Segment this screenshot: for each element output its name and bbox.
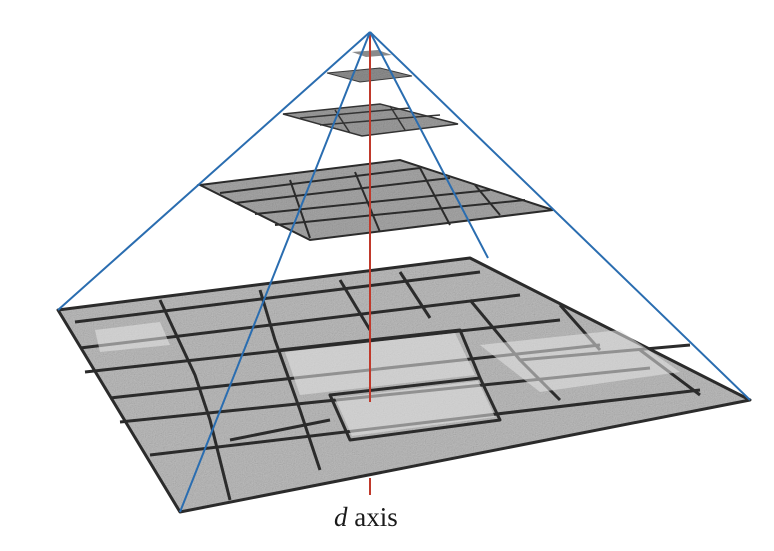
d-axis-word: axis	[354, 502, 398, 532]
mip-level-4	[352, 50, 392, 57]
d-axis-label: d axis	[334, 500, 444, 534]
mip-level-1	[196, 158, 554, 242]
d-axis-symbol: d	[334, 502, 348, 532]
mip-level-0	[56, 256, 752, 514]
pyramid-edges	[57, 31, 751, 513]
